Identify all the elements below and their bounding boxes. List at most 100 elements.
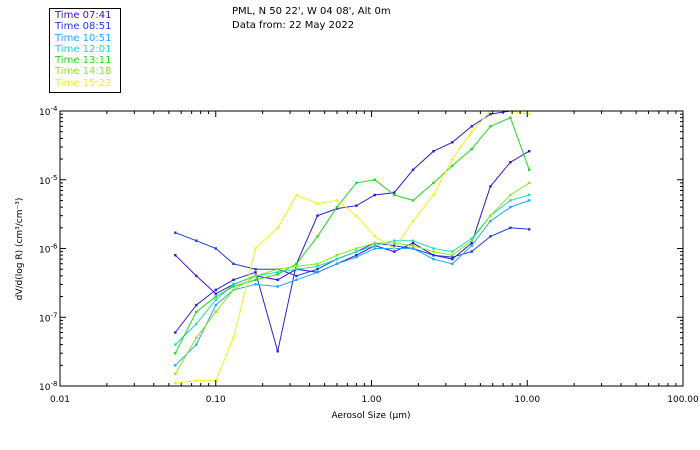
- data-point: [489, 235, 492, 238]
- data-point: [470, 250, 473, 253]
- date-subtitle: Data from: 22 May 2022: [232, 20, 355, 31]
- data-point: [393, 191, 396, 194]
- data-point: [295, 274, 298, 278]
- data-point: [373, 178, 376, 181]
- legend-entry: Time 12:01: [55, 43, 112, 55]
- data-point: [451, 157, 454, 161]
- legend-list: Time 07:41 Time 08:51 Time 10:51 Time 12:01…: [55, 10, 120, 89]
- data-point: [316, 271, 319, 274]
- data-point: [355, 247, 358, 250]
- data-point: [509, 116, 512, 119]
- legend-box: Time 07:41 Time 08:51 Time 10:51 Time 12:01…: [49, 8, 121, 93]
- data-point: [316, 214, 319, 217]
- data-point: [195, 322, 198, 326]
- data-point: [174, 231, 177, 234]
- series-7: [174, 110, 531, 385]
- data-point: [393, 244, 396, 247]
- data-point: [528, 181, 531, 185]
- data-point: [254, 283, 257, 286]
- data-point: [214, 247, 217, 250]
- data-point: [509, 226, 512, 229]
- data-point: [232, 336, 235, 340]
- data-point: [451, 164, 454, 167]
- series-layer: [174, 110, 531, 385]
- series-1: [174, 110, 530, 353]
- data-point: [214, 295, 217, 298]
- data-point: [335, 199, 339, 202]
- data-point: [509, 205, 512, 209]
- legend-entry: Time 13:11: [55, 55, 112, 67]
- data-point: [411, 247, 415, 250]
- data-point: [232, 283, 235, 286]
- series-line: [174, 150, 530, 295]
- data-point: [295, 278, 298, 281]
- data-point: [470, 125, 473, 128]
- data-point: [393, 247, 396, 250]
- axis-layer: 0.01 0.10 1.00 10.00 100.00 10-4 10-5 10-6 10-7 1…: [39, 105, 699, 405]
- legend-entry: Time 07:41: [55, 10, 112, 21]
- x-tick-label: 0.01: [50, 395, 70, 405]
- data-point: [411, 199, 415, 202]
- data-point: [276, 271, 279, 274]
- y-tick-label: 10-4: [39, 105, 58, 118]
- data-point: [470, 237, 473, 240]
- series-line: [174, 182, 530, 375]
- data-point: [335, 262, 339, 265]
- data-point: [276, 350, 279, 353]
- data-point: [335, 207, 339, 210]
- data-point: [451, 262, 454, 265]
- data-point: [355, 255, 358, 259]
- data-point: [489, 185, 492, 188]
- data-point: [295, 265, 298, 268]
- x-tick-label: 0.10: [206, 395, 226, 405]
- data-point: [411, 219, 415, 223]
- data-point: [355, 250, 358, 253]
- data-point: [214, 298, 217, 301]
- data-point: [174, 331, 177, 334]
- data-point: [254, 274, 257, 278]
- data-point: [254, 278, 257, 281]
- data-point: [509, 199, 512, 202]
- data-point: [232, 262, 235, 265]
- data-point: [232, 285, 235, 288]
- data-point: [195, 239, 198, 242]
- data-point: [295, 268, 298, 271]
- data-point: [276, 273, 279, 276]
- data-point: [470, 241, 473, 245]
- data-point: [489, 214, 492, 217]
- data-point: [316, 265, 319, 268]
- data-point: [470, 239, 473, 242]
- data-point: [432, 181, 435, 185]
- data-point: [355, 214, 358, 217]
- data-point: [355, 181, 358, 185]
- series-6: [174, 181, 531, 376]
- data-point: [335, 254, 339, 257]
- data-point: [470, 147, 473, 151]
- data-point: [451, 141, 454, 144]
- data-point: [335, 205, 339, 209]
- series-0: [174, 150, 531, 295]
- series-5: [174, 116, 531, 355]
- data-point: [174, 382, 177, 385]
- data-point: [316, 268, 319, 271]
- data-point: [528, 150, 531, 153]
- data-point: [214, 288, 217, 292]
- data-point: [393, 239, 396, 242]
- data-point: [509, 193, 512, 197]
- plot-frame: [59, 110, 684, 387]
- data-point: [373, 247, 376, 250]
- data-point: [489, 219, 492, 223]
- data-point: [174, 254, 177, 257]
- data-point: [489, 112, 492, 116]
- data-point: [174, 364, 177, 367]
- data-point: [316, 202, 319, 205]
- data-point: [432, 150, 435, 153]
- data-point: [451, 255, 454, 259]
- data-point: [411, 239, 415, 242]
- data-point: [411, 244, 415, 247]
- data-point: [316, 262, 319, 265]
- y-tick-label: 10-7: [39, 311, 57, 324]
- data-point: [295, 193, 298, 197]
- data-point: [373, 241, 376, 245]
